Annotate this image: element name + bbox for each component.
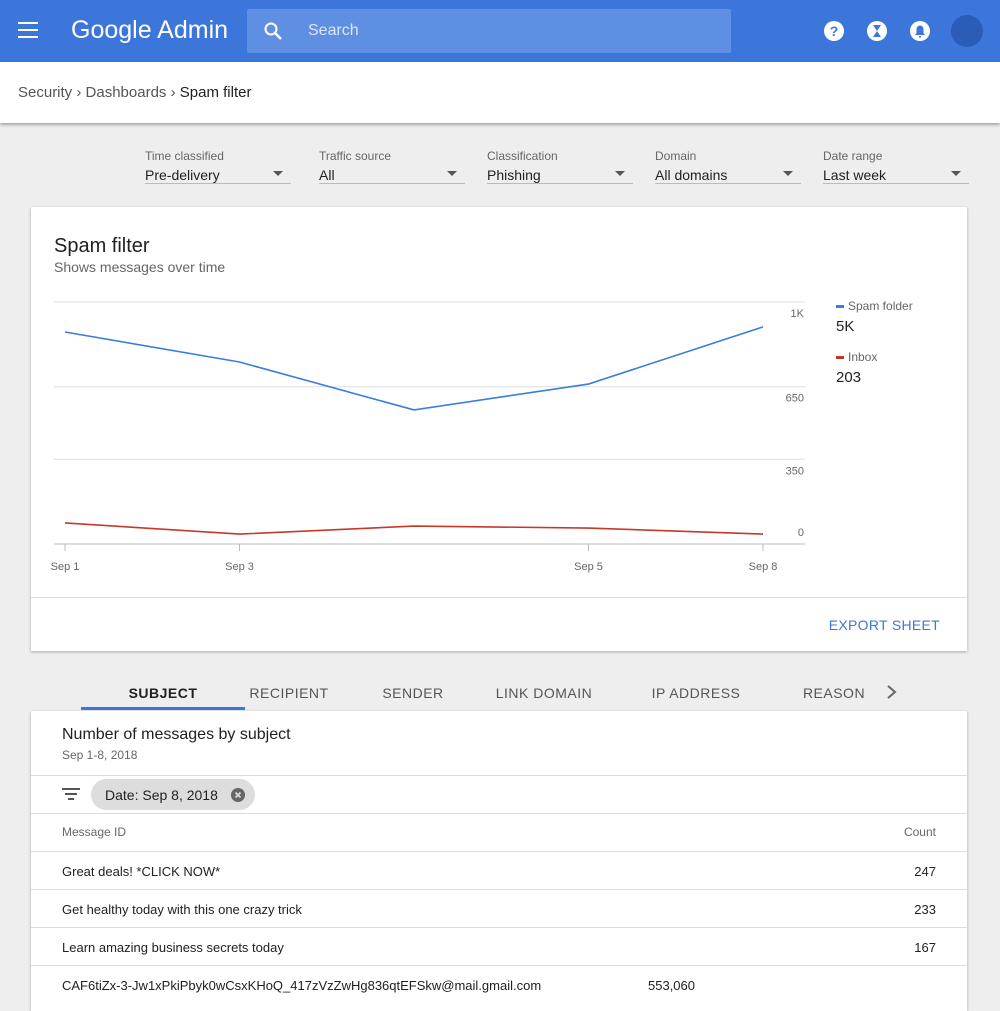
tab[interactable]: REASON — [802, 685, 866, 701]
breadcrumb: Security › Dashboards › Spam filter — [18, 84, 252, 101]
filter-value: Pre-delivery — [145, 167, 220, 183]
x-tick-label: Sep 5 — [574, 561, 603, 573]
series-line — [64, 326, 764, 411]
table-row[interactable]: CAF6tiZx-3-Jw1xPkiPbyk0wCsxKHoQ_417zVzZw… — [31, 965, 967, 1003]
tab[interactable]: SUBJECT — [128, 685, 198, 701]
filter-value: All — [319, 167, 335, 183]
filter-chip[interactable]: Date: Sep 8, 2018 — [91, 779, 255, 810]
app-bar: Google Admin Search ? — [0, 0, 1000, 62]
filter-label: Classification — [487, 149, 558, 163]
dropdown-arrow — [615, 171, 625, 181]
crumb-current: Spam filter — [179, 84, 252, 101]
crumb[interactable]: Dashboards — [85, 84, 167, 101]
y-tick-label: 1K — [791, 308, 805, 320]
table-row[interactable]: Great deals! *CLICK NOW* 247 — [31, 851, 967, 889]
table-title: Number of messages by subject — [62, 726, 291, 743]
table-row[interactable]: Get healthy today with this one crazy tr… — [31, 889, 967, 927]
chart: Spam filter Shows messages over time 0 35… — [51, 235, 913, 573]
legend-swatch — [836, 356, 844, 359]
message-id: Great deals! *CLICK NOW* — [62, 864, 221, 879]
count: 167 — [914, 940, 936, 955]
message-id: Learn amazing business secrets today — [62, 940, 284, 955]
filter-value: Phishing — [487, 167, 541, 183]
table-subtitle: Sep 1-8, 2018 — [62, 748, 138, 762]
table-row[interactable]: Learn amazing business secrets today 167 — [31, 927, 967, 965]
notifications-icon[interactable] — [909, 20, 931, 42]
filter-value: Last week — [823, 167, 887, 183]
dropdown-arrow — [951, 171, 961, 181]
timer-icon[interactable] — [866, 20, 888, 42]
chip-label: Date: Sep 8, 2018 — [105, 787, 218, 803]
y-tick-label: 650 — [786, 393, 804, 405]
filter-value: All domains — [655, 167, 728, 183]
legend-swatch — [836, 305, 844, 308]
filter-label: Domain — [655, 149, 697, 163]
chart-title: Spam filter — [54, 235, 150, 257]
chart-subtitle: Shows messages over time — [54, 259, 225, 275]
help-icon[interactable]: ? — [823, 20, 845, 42]
x-tick-label: Sep 8 — [749, 561, 778, 573]
breadcrumb-bar: Security › Dashboards › Spam filter — [0, 62, 1000, 123]
legend-total: 203 — [836, 369, 861, 386]
message-id: CAF6tiZx-3-Jw1xPkiPbyk0wCsxKHoQ_417zVzZw… — [62, 978, 542, 993]
filter-dropdown[interactable]: Date range Last week — [823, 149, 969, 184]
filter-dropdown[interactable]: Domain All domains — [655, 149, 801, 184]
filter-dropdown[interactable]: Time classified Pre-delivery — [145, 149, 291, 184]
count: 247 — [914, 864, 936, 879]
tabs-next[interactable] — [886, 684, 898, 700]
export-button[interactable]: EXPORT SHEET — [828, 617, 940, 633]
filter-dropdown[interactable]: Traffic source All — [319, 149, 465, 184]
filter-dropdown[interactable]: Classification Phishing — [487, 149, 633, 184]
legend-name: Spam folder — [848, 299, 913, 313]
series-line — [64, 522, 764, 535]
column-header: Message ID — [62, 825, 127, 839]
search-icon — [264, 22, 282, 40]
menu-icon[interactable] — [18, 21, 40, 39]
filter-label: Date range — [823, 149, 883, 163]
dropdown-arrow — [447, 171, 457, 181]
tab[interactable]: IP ADDRESS — [651, 685, 741, 701]
search-placeholder: Search — [308, 22, 359, 39]
x-tick-label: Sep 1 — [51, 561, 80, 573]
dropdown-arrow — [273, 171, 283, 181]
search-box[interactable]: Search — [247, 9, 731, 53]
svg-text:?: ? — [830, 23, 839, 39]
y-tick-label: 350 — [786, 465, 804, 477]
count: 233 — [914, 902, 936, 917]
filter-label: Time classified — [145, 149, 224, 163]
dropdown-arrow — [783, 171, 793, 181]
count: 553,060 — [648, 978, 695, 993]
product-name: Google Admin — [71, 16, 229, 44]
crumb[interactable]: Security — [18, 84, 73, 101]
x-tick-label: Sep 3 — [225, 561, 254, 573]
chip-remove[interactable] — [231, 788, 245, 802]
tab[interactable]: RECIPIENT — [249, 685, 329, 701]
legend-total: 5K — [836, 318, 854, 335]
legend-name: Inbox — [848, 350, 877, 364]
avatar[interactable] — [951, 15, 983, 47]
column-header: Count — [903, 825, 936, 839]
tab-indicator — [81, 707, 245, 710]
filter-label: Traffic source — [319, 149, 392, 163]
filter-icon[interactable] — [62, 787, 82, 803]
y-tick-label: 0 — [798, 527, 804, 539]
tab[interactable]: SENDER — [382, 685, 444, 701]
chart-card: Spam filter Shows messages over time 0 35… — [31, 207, 967, 651]
tab[interactable]: LINK DOMAIN — [495, 685, 593, 701]
message-id: Get healthy today with this one crazy tr… — [62, 902, 302, 917]
